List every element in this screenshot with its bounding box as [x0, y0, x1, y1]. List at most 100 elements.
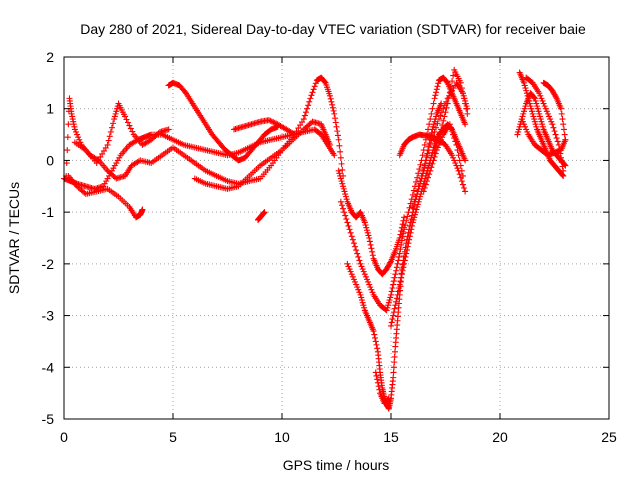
data-point	[106, 133, 113, 140]
y-tick-label: -4	[42, 359, 55, 375]
data-point	[428, 137, 435, 144]
data-point	[391, 348, 398, 355]
data-point	[312, 80, 319, 87]
data-point	[350, 240, 357, 247]
series-track-23	[540, 79, 569, 143]
data-point	[393, 298, 400, 305]
data-point	[560, 121, 567, 128]
data-point	[431, 147, 438, 154]
data-point	[113, 108, 120, 115]
data-point	[438, 100, 445, 107]
data-point	[452, 138, 459, 145]
data-point	[421, 141, 428, 148]
data-point	[458, 178, 465, 185]
data-point	[417, 161, 424, 168]
data-point	[423, 178, 430, 185]
data-point	[428, 110, 435, 117]
data-point	[388, 322, 394, 329]
data-point	[308, 92, 315, 99]
data-point	[387, 294, 394, 301]
data-point	[519, 118, 526, 125]
data-point	[426, 171, 433, 178]
data-point	[536, 113, 543, 120]
data-point	[403, 250, 410, 257]
data-point	[105, 137, 112, 144]
data-point	[122, 113, 129, 120]
data-point	[338, 202, 345, 209]
data-point	[75, 134, 82, 141]
data-point	[529, 110, 536, 117]
y-tick-label: 1	[46, 101, 54, 117]
data-point	[414, 188, 421, 195]
data-point	[429, 105, 436, 112]
data-point	[293, 128, 300, 135]
data-point	[450, 154, 457, 161]
data-point	[457, 162, 464, 169]
data-point	[541, 103, 548, 110]
data-point	[535, 108, 542, 115]
data-point	[537, 116, 544, 123]
data-point	[339, 166, 346, 173]
data-point	[403, 247, 410, 254]
data-point	[311, 83, 318, 90]
data-point	[340, 205, 347, 212]
data-point	[439, 134, 446, 141]
data-point	[435, 133, 442, 140]
data-point	[107, 128, 114, 135]
data-point	[464, 110, 471, 117]
data-point	[99, 150, 106, 157]
data-point	[110, 120, 117, 127]
data-point	[409, 222, 416, 229]
data-point	[376, 386, 383, 393]
data-point	[456, 171, 463, 178]
data-point	[367, 241, 374, 248]
series-track-20	[516, 69, 567, 179]
data-point	[428, 164, 435, 171]
data-point	[411, 214, 418, 221]
data-point	[458, 167, 465, 174]
data-point	[393, 264, 400, 271]
data-point	[549, 121, 556, 128]
data-point	[391, 359, 398, 366]
series-track-15	[398, 74, 469, 241]
data-point	[406, 236, 413, 243]
data-point	[433, 86, 440, 93]
data-point	[414, 201, 421, 208]
data-point	[337, 154, 344, 161]
data-point	[359, 299, 366, 306]
data-point	[127, 125, 134, 132]
data-point	[353, 281, 360, 288]
data-point	[429, 160, 436, 167]
data-point	[554, 138, 561, 145]
data-point	[72, 128, 79, 135]
data-point	[372, 338, 379, 345]
data-point	[559, 116, 566, 123]
data-point	[417, 178, 424, 185]
data-point	[309, 89, 316, 96]
data-point	[454, 147, 461, 154]
data-point	[413, 206, 420, 213]
data-point	[368, 286, 375, 293]
data-point	[390, 278, 397, 285]
data-point	[528, 108, 535, 115]
data-point	[355, 253, 362, 260]
x-tick-label: 10	[274, 429, 290, 445]
data-point	[456, 157, 463, 164]
data-point	[521, 82, 528, 89]
x-tick-label: 0	[60, 429, 68, 445]
data-point	[310, 86, 317, 93]
data-point	[407, 200, 414, 207]
data-point	[367, 284, 374, 291]
data-point	[340, 185, 347, 192]
data-point	[440, 117, 447, 124]
data-point	[361, 219, 368, 226]
data-point	[375, 383, 382, 390]
data-point	[111, 116, 118, 123]
data-point	[329, 104, 336, 111]
data-point	[447, 124, 454, 131]
series-track-6	[191, 74, 347, 192]
data-point	[552, 131, 559, 138]
data-point	[295, 125, 302, 132]
data-point	[534, 105, 541, 112]
